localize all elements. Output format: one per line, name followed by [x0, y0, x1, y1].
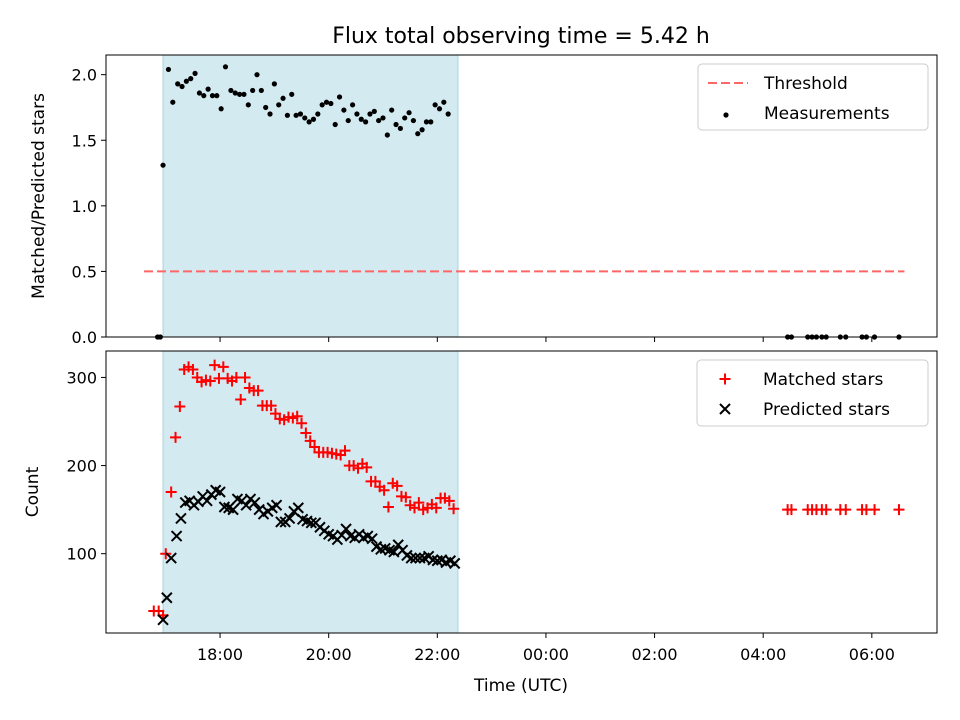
measurement-point [179, 84, 184, 89]
measurement-point [433, 102, 438, 107]
x-tick-label: 22:00 [414, 645, 460, 664]
y-tick-label: 0.0 [72, 328, 97, 347]
y-tick-label: 200 [66, 457, 97, 476]
measurement-point [372, 109, 377, 114]
measurement-point [263, 105, 268, 110]
measurement-point [354, 111, 359, 116]
measurement-point [376, 118, 381, 123]
measurement-point [385, 132, 390, 137]
measurement-point [341, 107, 346, 112]
measurement-point [246, 102, 251, 107]
measurement-point [267, 111, 272, 116]
y-tick-label: 1.0 [72, 197, 97, 216]
measurement-point [197, 90, 202, 95]
measurement-point [302, 115, 307, 120]
measurement-point [367, 111, 372, 116]
measurement-point [201, 93, 206, 98]
measurement-point [406, 110, 411, 115]
measurement-point [254, 72, 259, 77]
y-tick-label: 0.5 [72, 262, 97, 281]
measurement-point [359, 117, 364, 122]
measurement-point [350, 102, 355, 107]
measurement-point [411, 118, 416, 123]
legend: Matched stars Predicted stars [697, 360, 928, 426]
measurement-point [346, 118, 351, 123]
measurement-point [192, 71, 197, 76]
measurement-point [402, 115, 407, 120]
y-axis-label: Matched/Predicted stars [29, 93, 49, 299]
measurement-point [289, 92, 294, 97]
observing-window [163, 55, 458, 337]
measurement-point [363, 119, 368, 124]
y-tick-label: 2.0 [72, 66, 97, 85]
x-tick-label: 18:00 [197, 645, 243, 664]
chart-title: Flux total observing time = 5.42 h [332, 24, 710, 49]
x-tick-label: 00:00 [523, 645, 569, 664]
x-axis-label: Time (UTC) [473, 676, 568, 696]
measurement-point [250, 88, 255, 93]
measurement-point [380, 115, 385, 120]
measurement-point [328, 101, 333, 106]
measurement-point [228, 88, 233, 93]
measurement-point [259, 88, 264, 93]
legend-label: Measurements [764, 104, 890, 124]
measurement-point [333, 122, 338, 127]
legend-measurement-swatch [723, 112, 728, 117]
measurement-point [320, 102, 325, 107]
x-tick-label: 02:00 [632, 645, 678, 664]
y-tick-label: 300 [66, 368, 97, 387]
measurement-point [223, 64, 228, 69]
measurement-point [175, 81, 180, 86]
measurement-point [311, 117, 316, 122]
measurement-point [420, 127, 425, 132]
measurement-point [285, 113, 290, 118]
measurement-point [214, 93, 219, 98]
measurement-point [428, 119, 433, 124]
measurement-point [415, 131, 420, 136]
legend-label: Predicted stars [763, 400, 890, 420]
x-tick-label: 06:00 [849, 645, 895, 664]
measurement-point [280, 96, 285, 101]
measurement-point [315, 111, 320, 116]
measurement-point [206, 87, 211, 92]
measurement-point [337, 94, 342, 99]
measurement-point [188, 76, 193, 81]
y-tick-label: 100 [66, 545, 97, 564]
measurement-point [241, 92, 246, 97]
measurement-point [437, 106, 442, 111]
x-tick-label: 20:00 [306, 645, 352, 664]
y-axis-label: Count [23, 466, 43, 517]
measurement-point [276, 102, 281, 107]
measurement-point [160, 163, 165, 168]
measurement-point [446, 111, 451, 116]
legend: Threshold Measurements [698, 64, 928, 130]
measurement-point [389, 107, 394, 112]
legend-label: Threshold [763, 74, 848, 94]
measurement-point [298, 111, 303, 116]
legend-label: Matched stars [763, 370, 883, 390]
measurement-point [272, 81, 277, 86]
x-tick-label: 04:00 [740, 645, 786, 664]
measurement-point [166, 67, 171, 72]
measurement-point [307, 119, 312, 124]
y-tick-label: 1.5 [72, 131, 97, 150]
measurement-point [441, 100, 446, 105]
measurement-point [393, 122, 398, 127]
measurement-point [219, 106, 224, 111]
measurement-point [398, 126, 403, 131]
measurement-point [170, 100, 175, 105]
measurement-point [184, 79, 189, 84]
